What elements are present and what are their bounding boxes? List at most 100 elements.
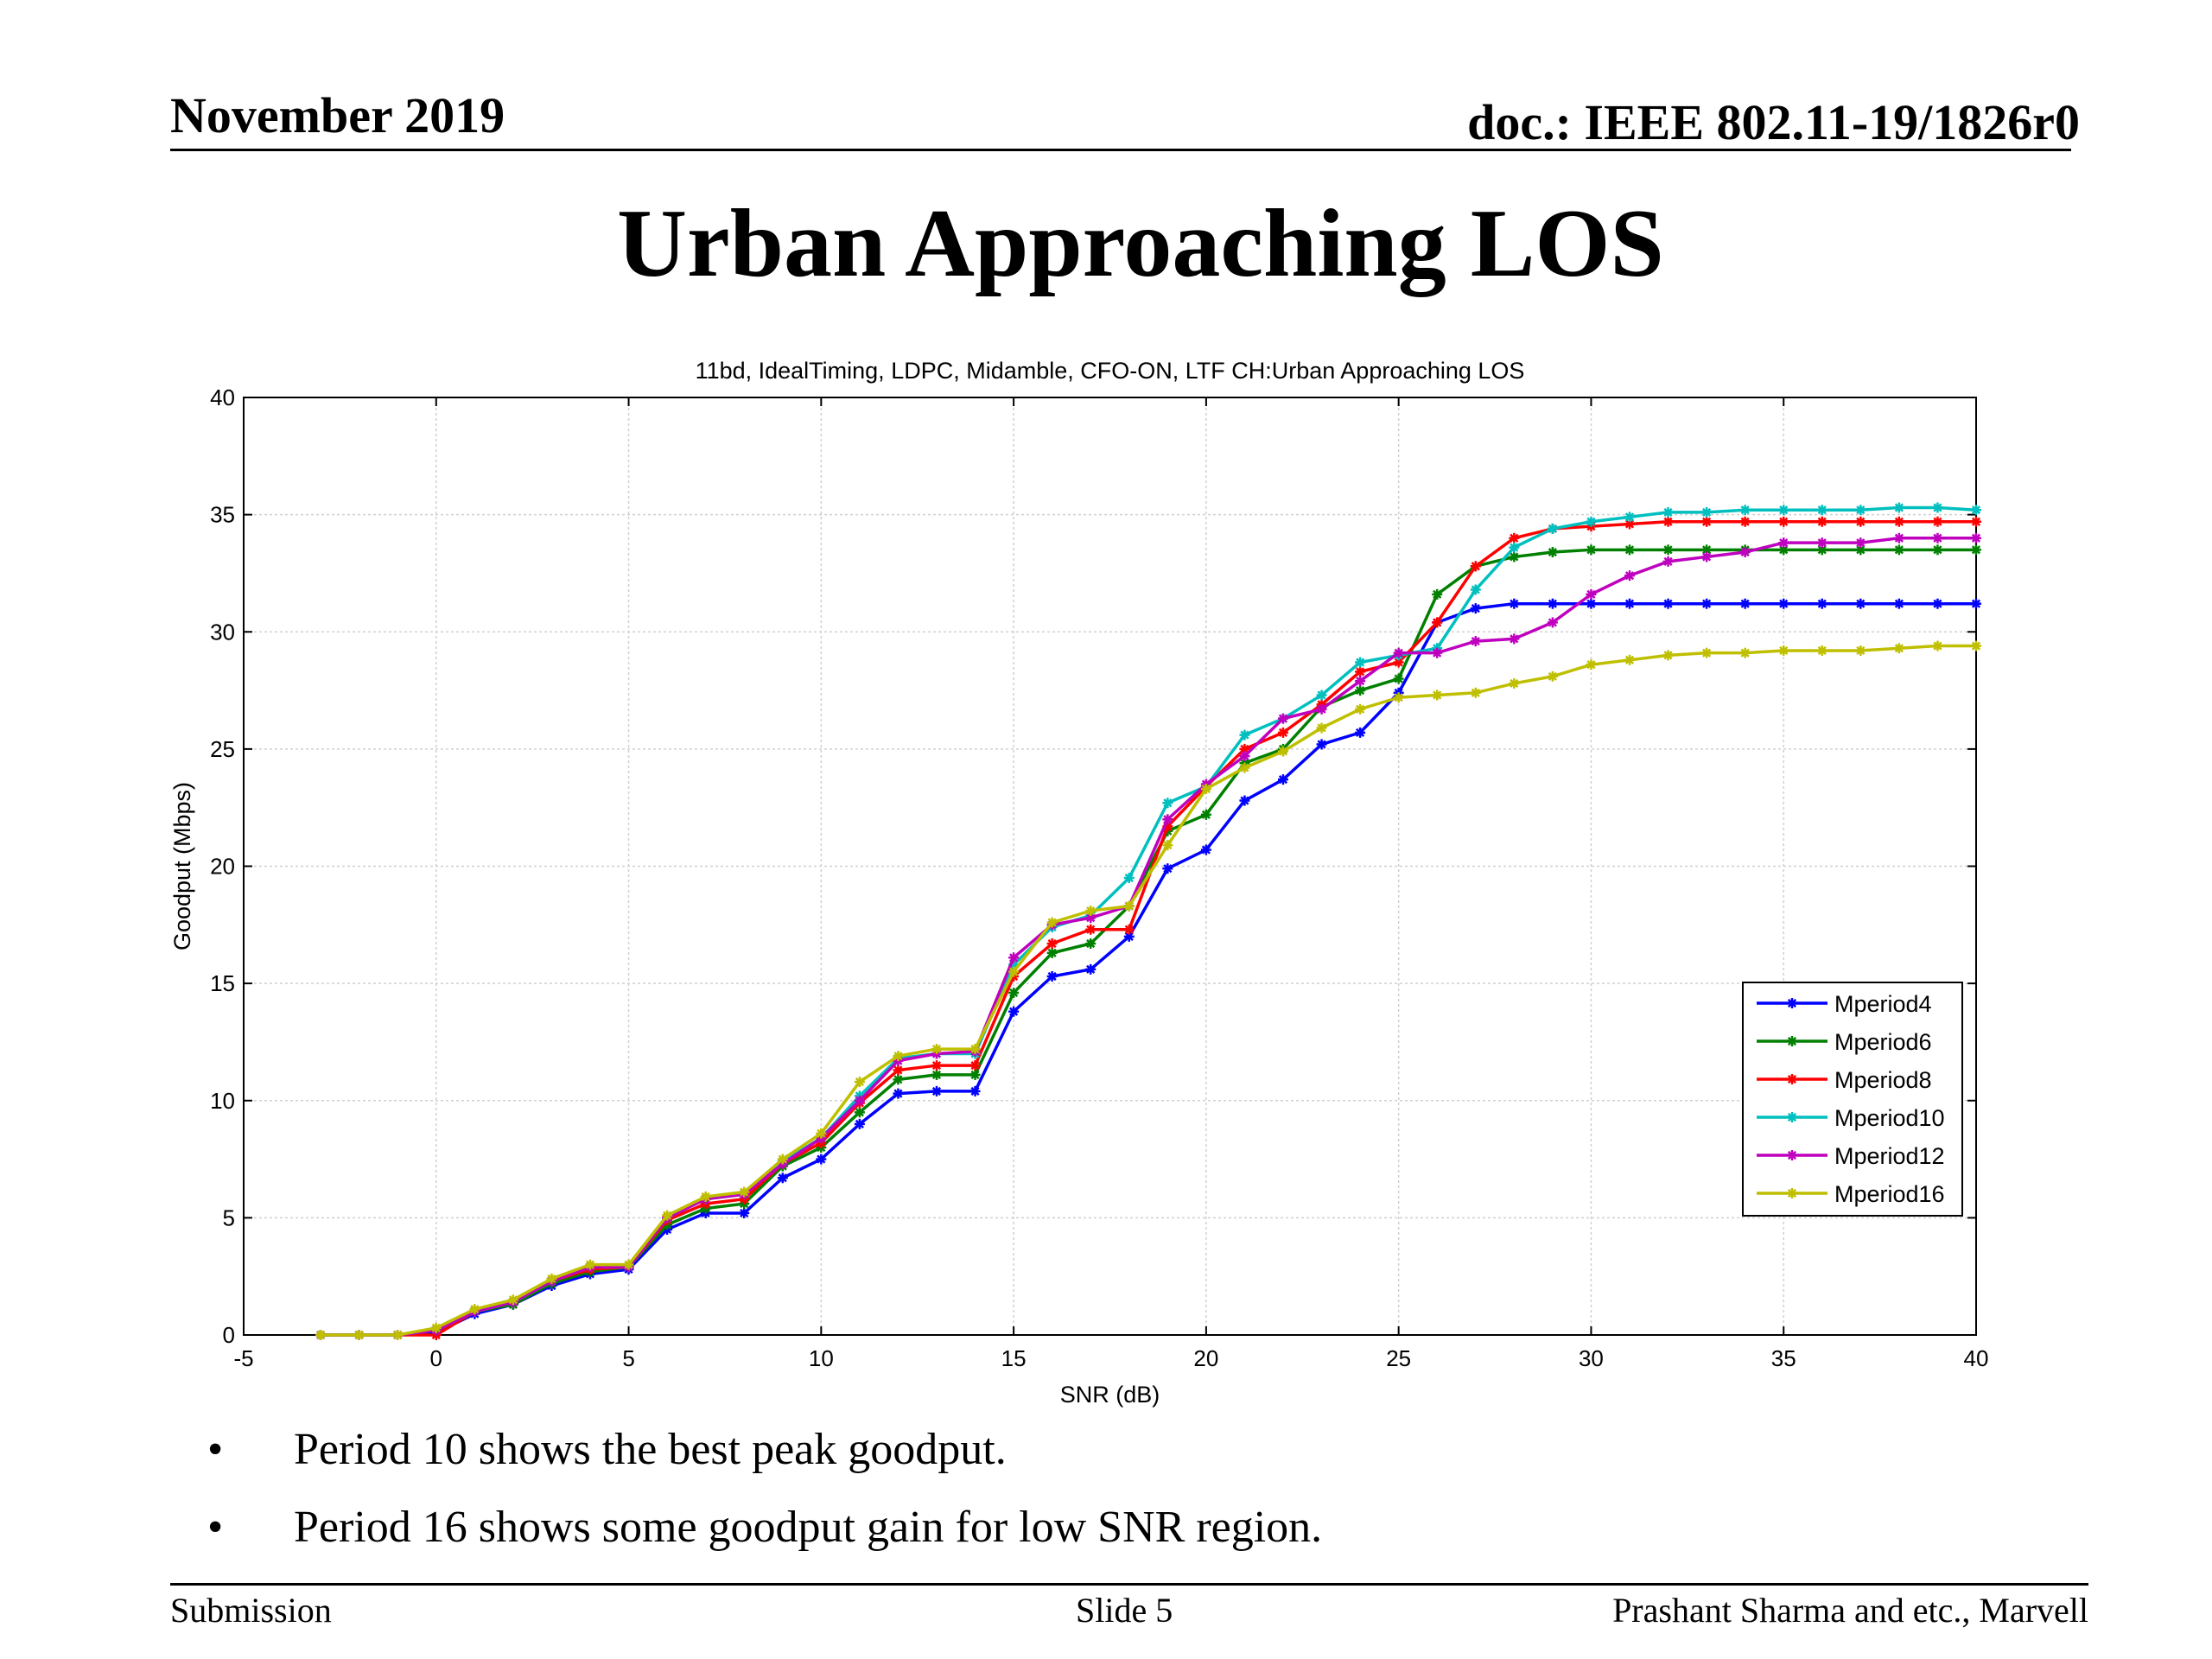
data-point [546, 1273, 557, 1284]
data-point [1200, 809, 1211, 820]
data-point [1971, 640, 1981, 652]
data-point [1278, 727, 1288, 738]
y-tick-label: 20 [210, 854, 235, 880]
header-doc-id: doc.: IEEE 802.11-19/1826r0 [1467, 94, 2080, 150]
data-point [1787, 1074, 1797, 1084]
data-point [1932, 544, 1943, 556]
data-point [1739, 505, 1751, 516]
data-point [1509, 677, 1520, 689]
data-point [1586, 659, 1597, 671]
data-point [1162, 840, 1173, 851]
data-point [1239, 762, 1250, 773]
data-point [1739, 547, 1751, 558]
data-point [1586, 544, 1597, 556]
x-tick-label: 35 [1771, 1345, 1796, 1371]
data-point [1855, 598, 1866, 609]
data-point [1547, 523, 1558, 534]
data-point [1662, 650, 1674, 661]
data-point [1123, 924, 1135, 935]
data-point [969, 1044, 981, 1055]
data-point [1200, 783, 1211, 794]
x-tick-label: 15 [1001, 1345, 1027, 1371]
data-point [1085, 906, 1096, 917]
legend-label: Mperiod10 [1834, 1105, 1945, 1131]
data-point [1355, 727, 1366, 738]
data-point [1008, 1006, 1020, 1017]
data-point [893, 1074, 904, 1085]
data-point [1624, 544, 1635, 556]
chart-legend: Mperiod4 Mperiod6 Mperiod8 Mperiod10 Mperiod… [1742, 982, 1963, 1217]
data-point [1008, 952, 1020, 963]
data-point [1432, 690, 1443, 701]
data-point [1355, 666, 1366, 677]
data-point [315, 1330, 327, 1340]
data-point [1085, 912, 1096, 924]
data-point [1316, 703, 1327, 715]
data-point [1662, 544, 1674, 556]
data-point [1393, 673, 1404, 684]
bullet-text: Period 16 shows some goodput gain for lo… [294, 1503, 1323, 1552]
data-point [854, 1077, 865, 1088]
data-point [969, 1085, 981, 1096]
y-tick-label: 35 [210, 502, 235, 528]
data-point [1085, 938, 1096, 950]
data-point [1778, 598, 1789, 609]
legend-entry: Mperiod10 [1757, 1105, 1945, 1131]
data-point [854, 1118, 865, 1129]
data-point [854, 1095, 865, 1106]
data-point [1239, 729, 1250, 741]
data-point [1662, 516, 1674, 527]
y-tick-label: 10 [210, 1088, 235, 1114]
x-tick-label: -5 [233, 1345, 253, 1371]
data-point [931, 1069, 942, 1080]
data-point [1509, 598, 1520, 609]
legend-label: Mperiod16 [1834, 1181, 1945, 1207]
data-point [1778, 537, 1789, 549]
data-point [1162, 798, 1173, 809]
data-point [1855, 537, 1866, 549]
footer-slide-number: Slide 5 [1076, 1591, 1173, 1630]
data-point [1816, 598, 1827, 609]
data-point [1239, 743, 1250, 754]
data-point [1971, 516, 1981, 527]
data-point [623, 1259, 634, 1270]
series-line [321, 644, 1976, 1337]
data-point [1355, 685, 1366, 696]
data-point [1893, 598, 1904, 609]
data-point [931, 1044, 942, 1055]
data-point [969, 1060, 981, 1071]
x-tick-label: 30 [1579, 1345, 1604, 1371]
x-tick-label: 20 [1193, 1345, 1218, 1371]
data-point [1547, 547, 1558, 558]
y-tick-label: 25 [210, 736, 235, 762]
x-tick-label: 25 [1386, 1345, 1411, 1371]
legend-entry: Mperiod8 [1757, 1067, 1932, 1093]
series-line [321, 601, 1976, 1337]
data-point [1701, 506, 1713, 518]
footer-submission: Submission [170, 1591, 332, 1630]
data-point [1586, 598, 1597, 609]
data-point [1971, 598, 1981, 609]
data-point [1932, 502, 1943, 513]
data-point [1971, 532, 1981, 543]
data-point [739, 1207, 750, 1218]
data-point [430, 1322, 442, 1333]
legend-entry: Mperiod16 [1757, 1181, 1945, 1207]
data-point [1008, 966, 1020, 977]
data-point [1932, 532, 1943, 543]
data-point [1355, 676, 1366, 687]
data-point [1316, 722, 1327, 734]
data-point [1932, 598, 1943, 609]
data-point [1893, 516, 1904, 527]
data-point [816, 1154, 827, 1165]
x-tick-label: 5 [622, 1345, 634, 1371]
data-point [931, 1085, 942, 1096]
data-point [1470, 603, 1481, 614]
data-point [1778, 516, 1789, 527]
data-point [1855, 505, 1866, 516]
data-point [1932, 516, 1943, 527]
data-point [893, 1065, 904, 1076]
data-point [1893, 643, 1904, 654]
data-point [1239, 795, 1250, 806]
header-rule [170, 149, 2071, 151]
